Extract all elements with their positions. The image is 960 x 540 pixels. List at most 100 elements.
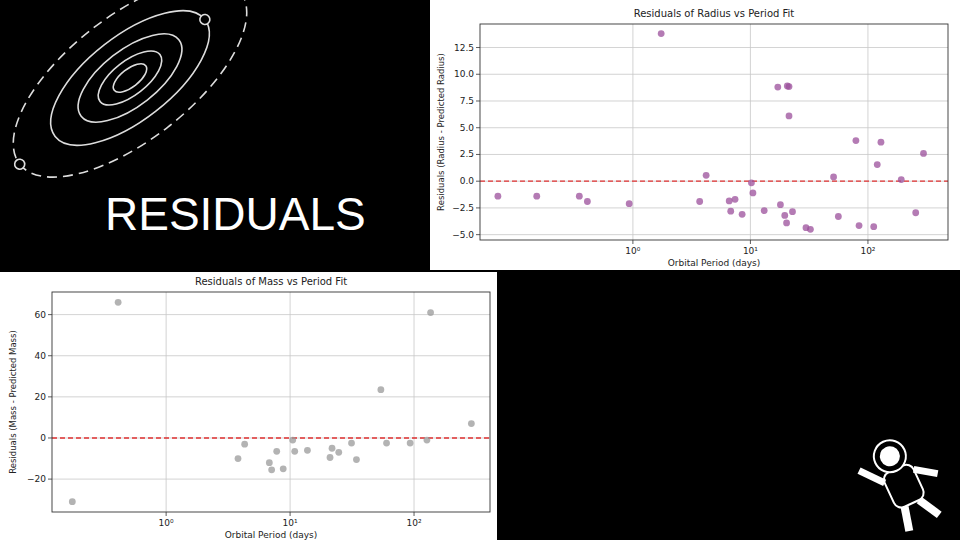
- orbit-planet: [13, 157, 27, 171]
- plot-marks: [52, 299, 490, 505]
- scatter-point: [748, 179, 755, 186]
- tick-mark: [476, 74, 480, 75]
- y-tick-label: 7.5: [460, 96, 474, 106]
- tick-mark: [476, 207, 480, 208]
- x-tick-label: 10¹: [283, 518, 298, 528]
- y-tick-label: −2.5: [452, 203, 474, 213]
- scatter-point: [584, 198, 591, 205]
- grid-line: [480, 47, 948, 48]
- orbit-planet: [198, 12, 212, 26]
- x-tick-label: 10²: [407, 518, 422, 528]
- y-tick-label: 12.5: [454, 43, 474, 53]
- chart-title: Residuals of Mass vs Period Fit: [195, 276, 347, 287]
- x-tick-label: 10¹: [743, 246, 758, 256]
- astronaut-leg: [899, 507, 915, 531]
- x-tick-label: 10²: [860, 246, 875, 256]
- scatter-point: [696, 198, 703, 205]
- scatter-point: [268, 466, 275, 473]
- scatter-point: [703, 172, 710, 179]
- scatter-point: [289, 437, 296, 444]
- scatter-point: [273, 448, 280, 455]
- tick-mark: [48, 479, 52, 480]
- grid-line: [52, 314, 490, 315]
- x-axis-label: Orbital Period (days): [668, 258, 761, 268]
- orbit-ring: [90, 41, 171, 115]
- scatter-point: [576, 193, 583, 200]
- astronaut-helmet: [869, 435, 912, 478]
- scatter-point: [878, 139, 885, 146]
- x-tick-label: 10⁰: [625, 246, 640, 256]
- chart: 10⁰10¹10²−200204060Residuals of Mass vs …: [0, 272, 497, 540]
- orbit-ring: [64, 18, 196, 138]
- tick-mark: [48, 314, 52, 315]
- grid-line: [480, 181, 948, 182]
- scatter-point: [468, 420, 475, 427]
- chart-panel: [0, 272, 497, 540]
- y-tick-label: 60: [35, 310, 47, 320]
- scatter-point: [115, 299, 122, 306]
- grid-line: [480, 74, 948, 75]
- orbit-icon: [0, 0, 282, 216]
- tick-mark: [476, 47, 480, 48]
- slide-title: RESIDUALS: [105, 188, 366, 240]
- slide: RESIDUALS10⁰10¹10²−5.0−2.50.02.55.07.510…: [0, 0, 960, 540]
- scatter-point: [353, 456, 360, 463]
- scatter-point: [348, 440, 355, 447]
- scatter-point: [777, 201, 784, 208]
- tick-mark: [476, 100, 480, 101]
- scatter-point: [781, 212, 788, 219]
- tick-mark: [166, 512, 167, 516]
- y-tick-label: 0: [40, 433, 46, 443]
- tick-mark: [48, 396, 52, 397]
- y-tick-label: 10.0: [454, 69, 474, 79]
- y-tick-label: 40: [35, 351, 47, 361]
- tick-mark: [414, 512, 415, 516]
- scatter-point: [912, 209, 919, 216]
- y-tick-label: 5.0: [460, 123, 475, 133]
- tick-mark: [632, 240, 633, 244]
- grid-line: [52, 355, 490, 356]
- scatter-point: [726, 198, 733, 205]
- tick-mark: [476, 234, 480, 235]
- scatter-point: [69, 498, 76, 505]
- scatter-point: [807, 226, 814, 233]
- scatter-point: [853, 137, 860, 144]
- scatter-point: [774, 84, 781, 91]
- tick-mark: [476, 154, 480, 155]
- reference-line: [480, 181, 948, 182]
- scatter-point: [739, 211, 746, 218]
- astronaut-arm: [859, 463, 885, 491]
- grid-line: [480, 234, 948, 235]
- tick-mark: [290, 512, 291, 516]
- scatter-point: [732, 196, 739, 203]
- scatter-point: [329, 445, 336, 452]
- grid-line: [52, 396, 490, 397]
- astronaut-visor: [878, 444, 902, 468]
- scatter-point: [761, 207, 768, 214]
- scatter-point: [920, 150, 927, 157]
- scatter-point: [266, 459, 273, 466]
- chart-panel: [430, 0, 960, 270]
- y-tick-label: 0.0: [460, 176, 475, 186]
- scatter-point: [786, 83, 793, 90]
- scatter-point: [835, 213, 842, 220]
- scatter-point: [783, 219, 790, 226]
- grid-line: [52, 479, 490, 480]
- scatter-point: [327, 454, 334, 461]
- scatter-point: [830, 174, 837, 181]
- grid-line: [480, 127, 948, 128]
- scatter-point: [750, 190, 757, 197]
- scatter-point: [870, 223, 877, 230]
- scatter-point: [304, 447, 311, 454]
- scatter-point: [898, 176, 905, 183]
- background: [0, 0, 960, 540]
- scatter-point: [727, 208, 734, 215]
- y-tick-label: −5.0: [452, 230, 474, 240]
- scatter-point: [335, 449, 342, 456]
- scatter-point: [280, 465, 287, 472]
- tick-mark: [867, 240, 868, 244]
- astronaut-leg: [919, 495, 939, 520]
- y-axis-label: Residuals (Mass - Predicted Mass): [8, 330, 18, 474]
- plot-frame: [480, 24, 948, 240]
- y-axis-label: Residuals (Radius - Predicted Radius): [436, 53, 446, 211]
